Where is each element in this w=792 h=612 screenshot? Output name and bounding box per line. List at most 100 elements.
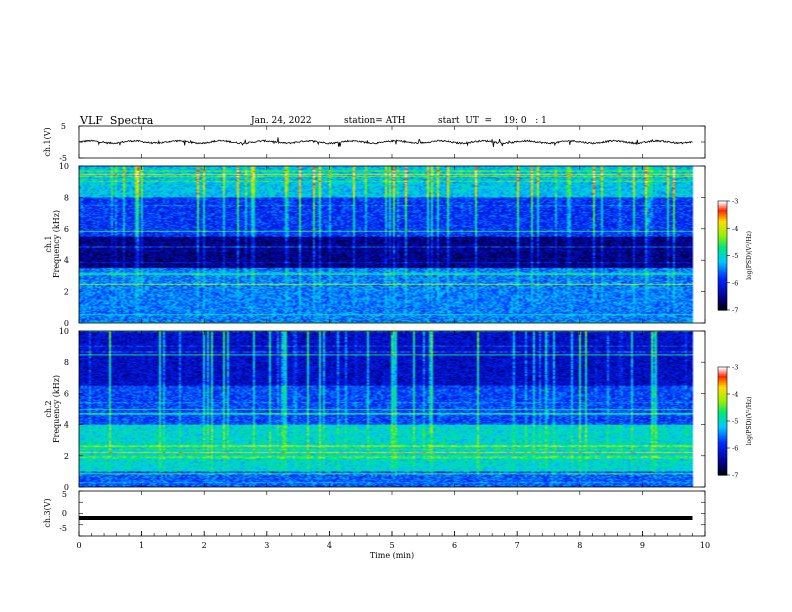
colorbar-swatch (718, 451, 727, 454)
x-tick-label: 5 (389, 541, 394, 550)
ch1-trace (78, 137, 693, 147)
colorbar-swatch (718, 440, 727, 444)
colorbar-swatch (718, 204, 727, 208)
colorbar-swatch (718, 399, 727, 402)
colorbar-swatch (718, 446, 727, 449)
colorbar-swatch (718, 279, 727, 282)
colorbar-swatch (718, 230, 727, 233)
colorbar-swatch (718, 239, 727, 242)
x-tick-label: 0 (76, 541, 81, 550)
spec-ytick-label: 10 (59, 162, 69, 171)
colorbar-swatch (718, 413, 727, 417)
colorbar-swatch (718, 385, 727, 388)
colorbar-swatch (718, 404, 727, 408)
colorbar-swatch (718, 431, 727, 435)
colorbar-swatch (718, 302, 727, 306)
colorbar-swatch (718, 211, 727, 215)
colorbar-swatch (718, 379, 727, 382)
ch3-ytick-0: 0 (62, 509, 67, 518)
colorbar-swatch (718, 422, 727, 426)
colorbar-swatch (718, 377, 727, 381)
colorbar-swatch (718, 295, 727, 298)
colorbar-swatch (718, 257, 727, 260)
colorbar-swatch (718, 288, 727, 291)
colorbar-swatch (718, 259, 727, 262)
colorbar-swatch (718, 240, 727, 244)
spec-ytick-label: 10 (59, 327, 69, 336)
colorbar-label: log(PSD)(V²/Hz) (746, 231, 753, 280)
colorbar-swatch (718, 376, 727, 379)
colorbar-swatch (718, 308, 727, 311)
colorbar-swatch (718, 467, 727, 471)
colorbar-swatch (718, 395, 727, 399)
colorbar-swatch (718, 251, 727, 255)
colorbar-swatch (718, 367, 727, 370)
colorbar-swatch (718, 290, 727, 293)
colorbar-tick-label: -3 (732, 364, 738, 372)
colorbar-swatch (718, 219, 727, 222)
colorbar-swatch (718, 421, 727, 424)
colorbar-tick-label: -3 (732, 198, 738, 206)
colorbar-swatch (718, 462, 727, 465)
colorbar-swatch (718, 299, 727, 302)
ch3-ytick-5: 5 (62, 490, 67, 499)
colorbar-swatch (718, 237, 727, 240)
colorbar-swatch (718, 228, 727, 231)
x-axis: 0 1 2 3 4 5 6 7 8 9 10 (76, 126, 710, 550)
colorbar-swatch (718, 260, 727, 264)
colorbar-swatch (718, 213, 727, 217)
colorbar-swatch (718, 224, 727, 228)
colorbar-swatch (718, 273, 727, 277)
colorbar-swatch (718, 248, 727, 251)
colorbar-swatch (718, 390, 727, 393)
ch1-ytick-top: 5 (61, 122, 66, 131)
ch2-spec-ylabel-freq: Frequency (kHz) (52, 375, 61, 443)
colorbar-swatch (718, 262, 727, 266)
colorbar-tick-label: -7 (732, 307, 738, 315)
colorbar-swatch (718, 246, 727, 249)
colorbar-swatch (718, 406, 727, 409)
colorbar-swatch (718, 208, 727, 211)
colorbar-swatch (718, 471, 727, 474)
colorbar-swatch (718, 306, 727, 309)
ch1-spectrogram-image (79, 166, 705, 323)
station-label: station= ATH (344, 116, 406, 126)
x-tick-label: 9 (640, 541, 645, 550)
chart-title: VLF Spectra (80, 114, 154, 127)
colorbar-swatch (718, 282, 727, 286)
colorbar-swatch (718, 300, 727, 304)
ch2-spectrogram-panel: 0 2 4 6 8 10 ch.2 Frequency (kHz) (44, 327, 706, 492)
colorbar-swatch (718, 403, 727, 406)
x-tick-label: 10 (700, 541, 710, 550)
colorbar-swatch (718, 277, 727, 280)
colorbar-swatch (718, 233, 727, 237)
colorbar-swatch (718, 271, 727, 275)
colorbar-tick-label: -4 (732, 225, 738, 233)
spec-ytick-label: 2 (64, 452, 69, 461)
spec-ytick-label: 0 (64, 319, 69, 328)
x-tick-label: 6 (452, 541, 457, 550)
ch3-waveform-panel: 5 0 -5 ch.3(V) (43, 490, 706, 537)
colorbar-swatch (718, 383, 727, 386)
colorbar-swatch (718, 374, 727, 377)
colorbar-swatch (718, 202, 727, 206)
ch1-spec-ylabel-freq: Frequency (kHz) (52, 210, 61, 278)
colorbar-swatch (718, 280, 727, 284)
colorbar-tick-label: -6 (732, 445, 738, 453)
colorbar-swatch (718, 401, 727, 404)
x-tick-label: 2 (202, 541, 207, 550)
colorbar-swatch (718, 437, 727, 440)
colorbar-swatch (718, 217, 727, 220)
ch3-ytick-neg5: -5 (59, 524, 67, 533)
ch1-frame (78, 125, 706, 159)
colorbar-swatch (718, 392, 727, 395)
spec-ytick-label: 6 (64, 389, 69, 398)
colorbar-swatch (718, 426, 727, 429)
colorbar-swatch (718, 444, 727, 447)
ch2-spec-ylabel-channel: ch.2 (44, 400, 53, 417)
ch3-frame (78, 490, 706, 537)
colorbar-swatch (718, 417, 727, 420)
colorbar-swatch (718, 250, 727, 253)
colorbar-swatch (718, 386, 727, 390)
ch2-colorbar: -3 -4 -5 -6 -7 log(PSD)(V²/Hz) (717, 364, 753, 480)
